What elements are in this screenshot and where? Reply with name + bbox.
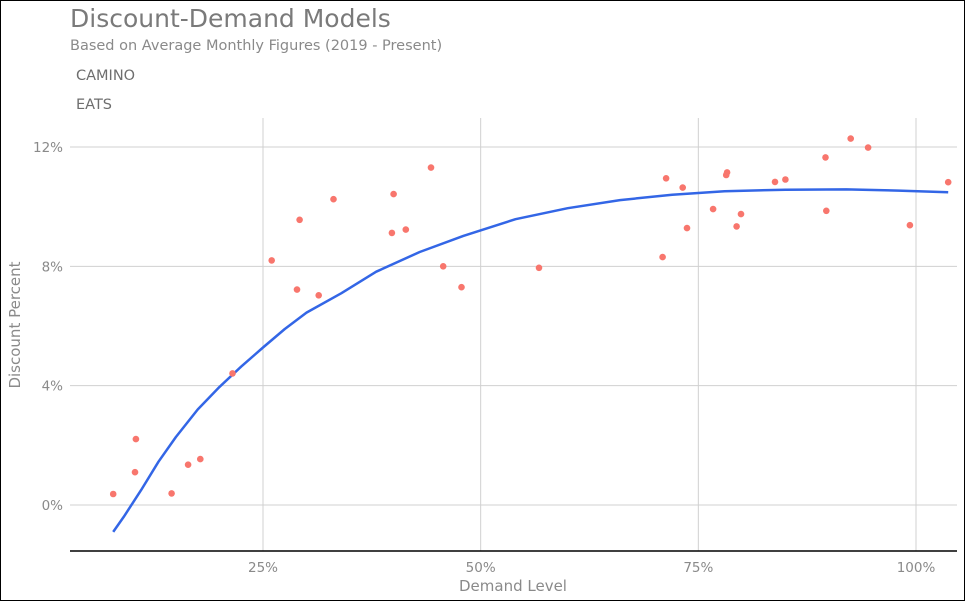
chart-title: Discount-Demand Models bbox=[70, 4, 391, 33]
y-axis-label: Discount Percent bbox=[6, 261, 24, 388]
data-point bbox=[864, 144, 872, 151]
data-point bbox=[737, 210, 745, 218]
data-point bbox=[535, 264, 543, 272]
data-point bbox=[390, 190, 397, 198]
data-point bbox=[723, 169, 731, 176]
data-point bbox=[427, 164, 435, 171]
data-point bbox=[168, 490, 175, 497]
x-tick-label: 50% bbox=[466, 560, 496, 576]
y-tick-label: 0% bbox=[42, 498, 64, 514]
x-tick-label: 100% bbox=[897, 560, 936, 576]
data-point bbox=[659, 253, 666, 261]
axes: 25% 50% 75% 100% 0% 4% 8% 12% bbox=[33, 140, 957, 576]
grid-lines bbox=[70, 118, 957, 551]
data-point bbox=[733, 223, 740, 230]
x-tick-label: 75% bbox=[683, 560, 713, 576]
x-tick-label: 25% bbox=[248, 560, 278, 576]
legend-item-eats: EATS bbox=[76, 97, 113, 113]
data-point bbox=[679, 184, 686, 191]
data-point bbox=[683, 224, 691, 232]
data-point bbox=[847, 135, 854, 142]
fit-curve-line bbox=[112, 188, 949, 533]
data-point bbox=[906, 221, 914, 229]
data-point bbox=[402, 226, 410, 233]
data-point bbox=[293, 286, 301, 293]
x-axis-label: Demand Level bbox=[459, 577, 567, 595]
data-point bbox=[458, 283, 465, 291]
data-point bbox=[132, 435, 140, 443]
data-point bbox=[822, 154, 829, 161]
data-points bbox=[109, 135, 952, 498]
legend-item-camino: CAMINO bbox=[76, 68, 136, 84]
data-point bbox=[315, 292, 323, 299]
data-point bbox=[388, 229, 396, 237]
data-point bbox=[662, 175, 670, 182]
fit-curve-group bbox=[112, 188, 949, 533]
data-point bbox=[184, 461, 192, 469]
chart-subtitle: Based on Average Monthly Figures (2019 -… bbox=[70, 38, 443, 54]
data-point bbox=[823, 207, 830, 215]
data-point bbox=[131, 468, 139, 476]
data-point bbox=[229, 370, 236, 377]
data-point bbox=[439, 263, 447, 270]
data-point bbox=[771, 178, 779, 186]
data-point bbox=[330, 195, 337, 203]
data-point bbox=[268, 257, 276, 264]
y-tick-label: 12% bbox=[33, 140, 63, 156]
data-point bbox=[944, 178, 952, 186]
data-point bbox=[709, 205, 717, 213]
data-point bbox=[782, 176, 789, 183]
y-tick-label: 4% bbox=[42, 379, 64, 395]
data-point bbox=[197, 455, 204, 463]
data-point bbox=[109, 490, 117, 498]
y-tick-label: 8% bbox=[42, 259, 64, 275]
data-point bbox=[296, 216, 303, 224]
